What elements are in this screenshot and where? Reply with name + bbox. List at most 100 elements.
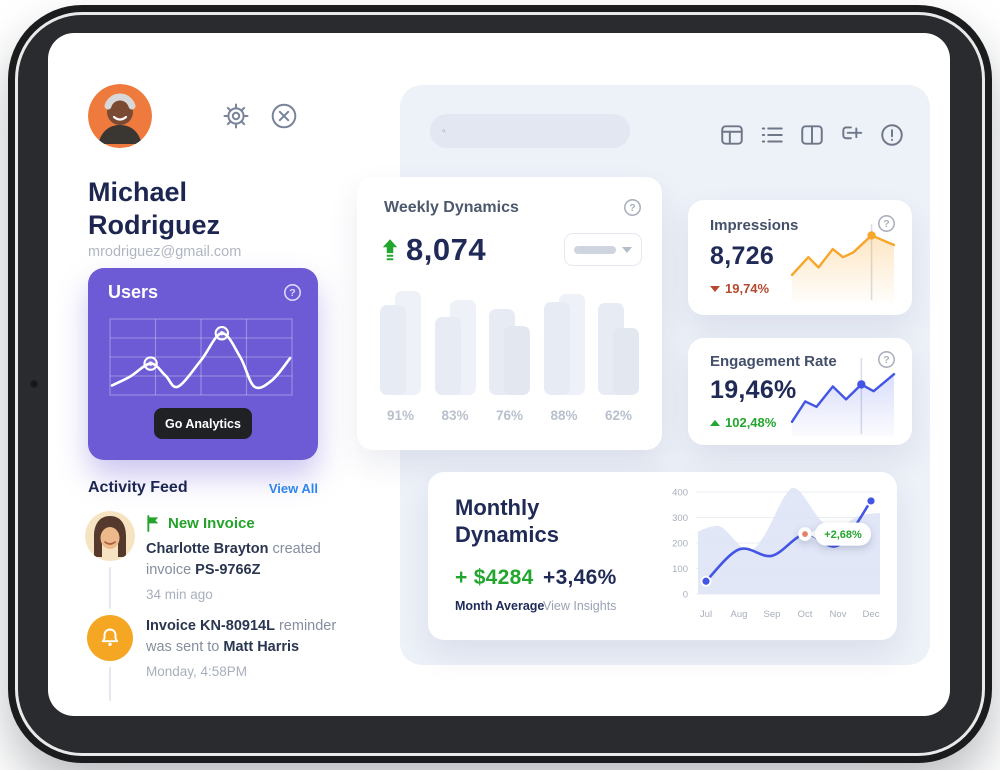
svg-text:Nov: Nov	[830, 609, 847, 620]
svg-text:Oct: Oct	[798, 609, 813, 620]
profile-name: Michael Rodriguez	[88, 177, 220, 240]
weekly-dynamics-card: Weekly Dynamics ? 8,074	[357, 177, 662, 450]
front-camera-icon	[29, 379, 39, 389]
search-icon	[442, 129, 446, 133]
arrow-up-icon	[382, 239, 398, 261]
help-icon[interactable]: ?	[877, 350, 896, 369]
bar-group: 91%	[380, 283, 421, 423]
svg-text:?: ?	[883, 218, 889, 230]
profile-email: mrodriguez@gmail.com	[88, 244, 242, 260]
go-analytics-button[interactable]: Go Analytics	[154, 408, 252, 439]
view-insights-link[interactable]: View Insights	[543, 599, 617, 613]
screen: Michael Rodriguez mrodriguez@gmail.com U…	[48, 33, 950, 716]
engagement-value: 19,46%	[710, 376, 797, 404]
users-card-title: Users	[108, 282, 159, 302]
help-icon[interactable]: ?	[283, 283, 302, 302]
bar-percent-label: 76%	[495, 408, 524, 423]
flow-icon[interactable]	[838, 121, 866, 149]
feed-item: Invoice KN-80914L reminder was sent to M…	[146, 616, 378, 679]
search-bar[interactable]	[430, 114, 630, 148]
bar-percent-label: 62%	[604, 408, 633, 423]
impressions-card: Impressions ? 8,726 19,74%	[688, 200, 912, 315]
svg-text:?: ?	[883, 354, 889, 366]
svg-text:Jul: Jul	[700, 609, 712, 620]
engagement-delta: 102,48%	[710, 415, 776, 430]
bell-icon	[101, 628, 119, 646]
search-input[interactable]	[454, 114, 630, 148]
svg-text:300: 300	[672, 513, 688, 524]
view-insights-stat: +3,46% View Insights	[543, 566, 617, 613]
tablet-bezel: Michael Rodriguez mrodriguez@gmail.com U…	[15, 12, 985, 756]
alert-circle-icon[interactable]	[878, 121, 906, 149]
feed-text: Charlotte Brayton created invoice PS-976…	[146, 541, 321, 578]
bar	[434, 317, 461, 395]
help-icon[interactable]: ?	[877, 214, 896, 233]
engagement-sparkline-chart	[790, 358, 896, 436]
bar	[543, 302, 570, 395]
feed-avatar	[85, 511, 135, 561]
svg-text:Aug: Aug	[731, 609, 748, 620]
card-title: Engagement Rate	[710, 353, 837, 370]
tablet-frame: Michael Rodriguez mrodriguez@gmail.com U…	[8, 5, 992, 763]
impressions-sparkline-chart	[790, 224, 896, 302]
bar	[504, 326, 530, 395]
svg-text:0: 0	[683, 590, 688, 601]
weekly-value: 8,074	[406, 232, 487, 267]
bar-percent-label: 88%	[550, 408, 578, 423]
users-card: Users ? Go Analytics	[88, 268, 318, 460]
list-view-icon[interactable]	[758, 121, 786, 149]
feed-badge: New Invoice	[168, 515, 255, 532]
avatar[interactable]	[88, 84, 152, 148]
feed-timestamp: Monday, 4:58PM	[146, 664, 248, 679]
help-icon[interactable]: ?	[623, 198, 642, 217]
impressions-value: 8,726	[710, 242, 775, 270]
month-average-stat: + $4284 Month Average	[455, 566, 545, 613]
weekly-bar-chart: 91% 83% 76% 88% 62%	[380, 283, 639, 423]
monthly-line-chart: 400 300 200 100 0 Jul Aug Sep Oct Nov Dec +2,68%	[672, 488, 880, 620]
bar	[613, 328, 639, 395]
svg-text:Dec: Dec	[863, 609, 880, 620]
monthly-dynamics-card: Monthly Dynamics + $4284 Month Average +…	[428, 472, 897, 640]
bar-percent-label: 91%	[386, 408, 415, 423]
svg-text:Sep: Sep	[764, 609, 781, 620]
users-sparkline-chart	[109, 318, 293, 396]
card-title: Weekly Dynamics	[384, 199, 519, 216]
view-toolbar	[718, 121, 906, 149]
triangle-up-icon	[710, 419, 720, 426]
timeline-connector	[109, 667, 111, 701]
chevron-down-icon	[622, 246, 632, 253]
impressions-delta: 19,74%	[710, 281, 769, 296]
svg-text:?: ?	[629, 202, 635, 214]
feed-item: New Invoice Charlotte Brayton created in…	[146, 515, 378, 602]
timeline-connector	[109, 567, 111, 609]
dropdown-placeholder-pill	[574, 245, 616, 254]
reminder-bell-badge	[87, 615, 133, 661]
period-dropdown[interactable]	[564, 233, 642, 266]
bar-group: 62%	[598, 283, 639, 423]
card-title: Impressions	[710, 217, 799, 234]
activity-feed-title: Activity Feed	[88, 479, 188, 496]
chart-tooltip: +2,68%	[809, 522, 871, 546]
view-all-link[interactable]: View All	[268, 480, 318, 496]
engagement-rate-card: Engagement Rate ? 19,46% 102,48%	[688, 338, 912, 445]
feed-text: Invoice KN-80914L reminder was sent to M…	[146, 618, 337, 655]
close-icon[interactable]	[268, 101, 300, 133]
triangle-down-icon	[710, 285, 720, 292]
bar	[380, 305, 406, 395]
svg-text:200: 200	[672, 539, 688, 550]
settings-gear-icon[interactable]	[220, 101, 252, 133]
svg-text:?: ?	[289, 287, 295, 299]
svg-text:400: 400	[672, 488, 688, 499]
svg-text:+2,68%: +2,68%	[824, 529, 862, 541]
feed-timestamp: 34 min ago	[146, 587, 213, 602]
svg-text:100: 100	[672, 564, 688, 575]
grid-layout-icon[interactable]	[718, 121, 746, 149]
bar-group: 83%	[434, 283, 476, 423]
bar-group: 76%	[489, 283, 530, 423]
columns-view-icon[interactable]	[798, 121, 826, 149]
bar-group: 88%	[543, 283, 585, 423]
card-title: Monthly Dynamics	[455, 495, 559, 547]
bar-percent-label: 83%	[441, 408, 469, 423]
flag-icon	[147, 515, 159, 532]
